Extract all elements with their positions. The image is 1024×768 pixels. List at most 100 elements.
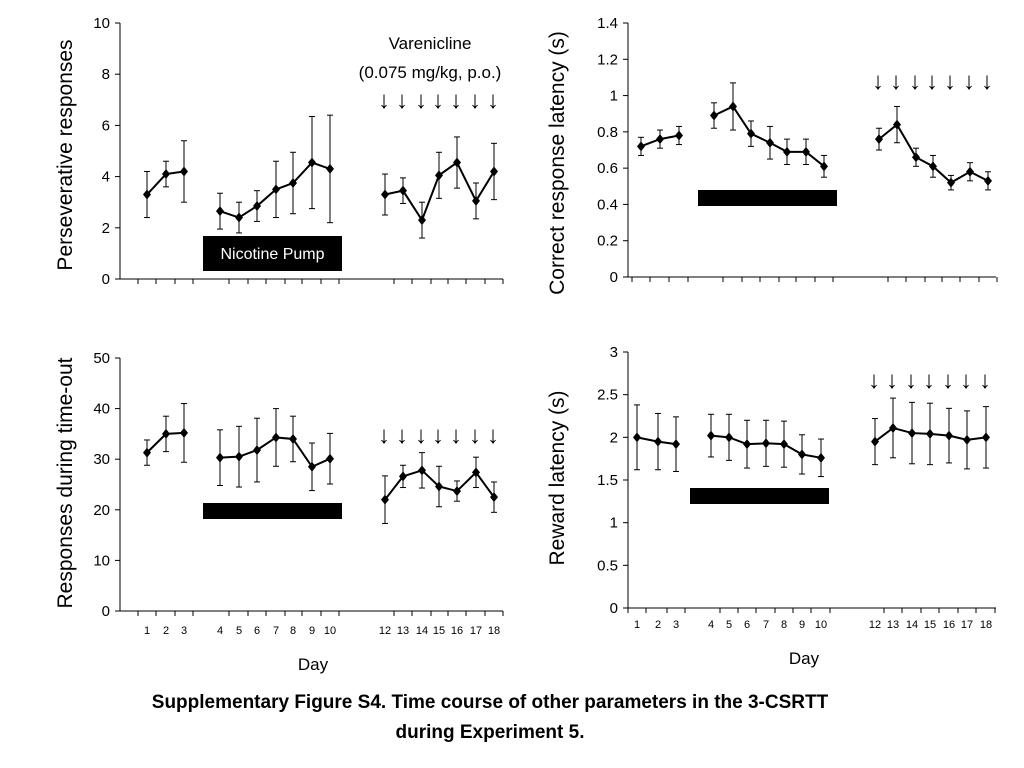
y-tick-label: 0.5 <box>597 557 618 574</box>
chart-panel-top-right: 0 0.2 0.4 0.6 0.8 1 1.2 1.4 Correct response lat… <box>546 15 998 295</box>
data-point <box>889 422 897 433</box>
data-point <box>947 177 955 188</box>
x-tick-label: 17 <box>470 625 482 637</box>
data-point <box>453 157 461 168</box>
x-tick-label: 17 <box>961 619 973 631</box>
y-tick-label: 1 <box>610 88 618 105</box>
y-tick-label: 50 <box>93 350 110 367</box>
y-tick-label: 10 <box>93 15 110 32</box>
x-tick-label: 16 <box>943 619 955 631</box>
varenicline-label: Varenicline <box>389 34 472 53</box>
data-point <box>963 434 971 445</box>
data-point <box>308 157 316 168</box>
data-point <box>762 438 770 449</box>
down-arrow-icon: ↓ <box>890 68 902 95</box>
x-tick-label: 8 <box>290 625 296 637</box>
data-point <box>253 445 261 456</box>
data-point <box>162 169 170 180</box>
down-arrow-icon: ↓ <box>905 367 917 394</box>
x-axis-label: Day <box>298 655 329 674</box>
data-point <box>945 430 953 441</box>
data-point <box>780 439 788 450</box>
data-point <box>235 451 243 462</box>
y-tick-label: 0.4 <box>597 196 618 213</box>
down-arrow-icon: ↓ <box>926 68 938 95</box>
y-tick-label: 10 <box>93 552 110 569</box>
x-tick-label: 4 <box>708 619 714 631</box>
data-point <box>783 146 791 157</box>
data-point <box>820 161 828 172</box>
y-axis-label: Perseverative responses <box>54 39 77 270</box>
data-point <box>143 447 151 458</box>
data-point <box>633 432 641 443</box>
data-point <box>289 178 297 188</box>
down-arrow-icon: ↓ <box>378 422 390 449</box>
x-tick-label: 9 <box>309 625 315 637</box>
nicotine-pump-bar <box>698 190 837 206</box>
y-tick-label: 1 <box>610 515 618 532</box>
series-line <box>219 436 331 469</box>
down-arrow-icon: ↓ <box>963 68 975 95</box>
y-tick-label: 2 <box>610 429 618 446</box>
y-tick-label: 8 <box>102 66 110 83</box>
x-tick-label: 18 <box>980 619 992 631</box>
x-tick-label: 14 <box>416 625 428 637</box>
data-point <box>490 492 498 503</box>
data-point <box>893 119 901 130</box>
x-tick-label: 14 <box>906 619 918 631</box>
data-point <box>707 430 715 441</box>
data-point <box>399 185 407 196</box>
down-arrow-icon: ↓ <box>469 422 481 449</box>
data-point <box>871 436 879 447</box>
down-arrow-icon: ↓ <box>942 367 954 394</box>
data-point <box>766 137 774 148</box>
down-arrow-icon: ↓ <box>981 68 993 95</box>
down-arrow-icon: ↓ <box>396 87 408 114</box>
x-tick-label: 13 <box>397 625 409 637</box>
x-tick-label: 5 <box>236 625 242 637</box>
x-tick-label: 5 <box>726 619 732 631</box>
y-tick-label: 1.5 <box>597 472 618 489</box>
y-tick-label: 0.2 <box>597 233 618 250</box>
down-arrow-icon: ↓ <box>469 87 481 114</box>
data-point <box>180 166 188 177</box>
data-point <box>162 428 170 439</box>
y-tick-label: 20 <box>93 502 110 519</box>
x-tick-label: 8 <box>781 619 787 631</box>
y-tick-label: 0.6 <box>597 160 618 177</box>
data-point <box>672 439 680 450</box>
data-point <box>817 452 825 463</box>
data-point <box>216 452 224 463</box>
data-point <box>926 428 934 439</box>
data-point <box>637 141 645 152</box>
down-arrow-icon: ↓ <box>923 367 935 394</box>
x-tick-label: 9 <box>799 619 805 631</box>
down-arrow-icon: ↓ <box>378 87 390 114</box>
y-tick-label: 3 <box>610 344 618 361</box>
down-arrow-icon: ↓ <box>868 367 880 394</box>
data-point <box>984 175 992 186</box>
data-point <box>399 471 407 482</box>
down-arrow-icon: ↓ <box>415 87 427 114</box>
x-tick-label: 6 <box>254 625 260 637</box>
data-point <box>418 215 426 226</box>
data-point <box>747 128 755 139</box>
data-point <box>798 449 806 460</box>
data-point <box>725 432 733 443</box>
x-tick-label: 1 <box>634 619 640 631</box>
y-tick-label: 0.8 <box>597 124 618 141</box>
down-arrow-icon: ↓ <box>450 87 462 114</box>
y-tick-label: 0 <box>102 603 110 620</box>
data-point <box>381 189 389 200</box>
x-tick-label: 3 <box>181 625 187 637</box>
data-point <box>418 465 426 476</box>
data-point <box>253 201 261 212</box>
data-point <box>435 170 443 181</box>
y-tick-label: 0 <box>102 271 110 288</box>
data-point <box>710 110 718 121</box>
data-point <box>216 206 224 217</box>
down-arrow-icon: ↓ <box>396 422 408 449</box>
data-point <box>308 461 316 472</box>
x-tick-label: 10 <box>324 625 336 637</box>
